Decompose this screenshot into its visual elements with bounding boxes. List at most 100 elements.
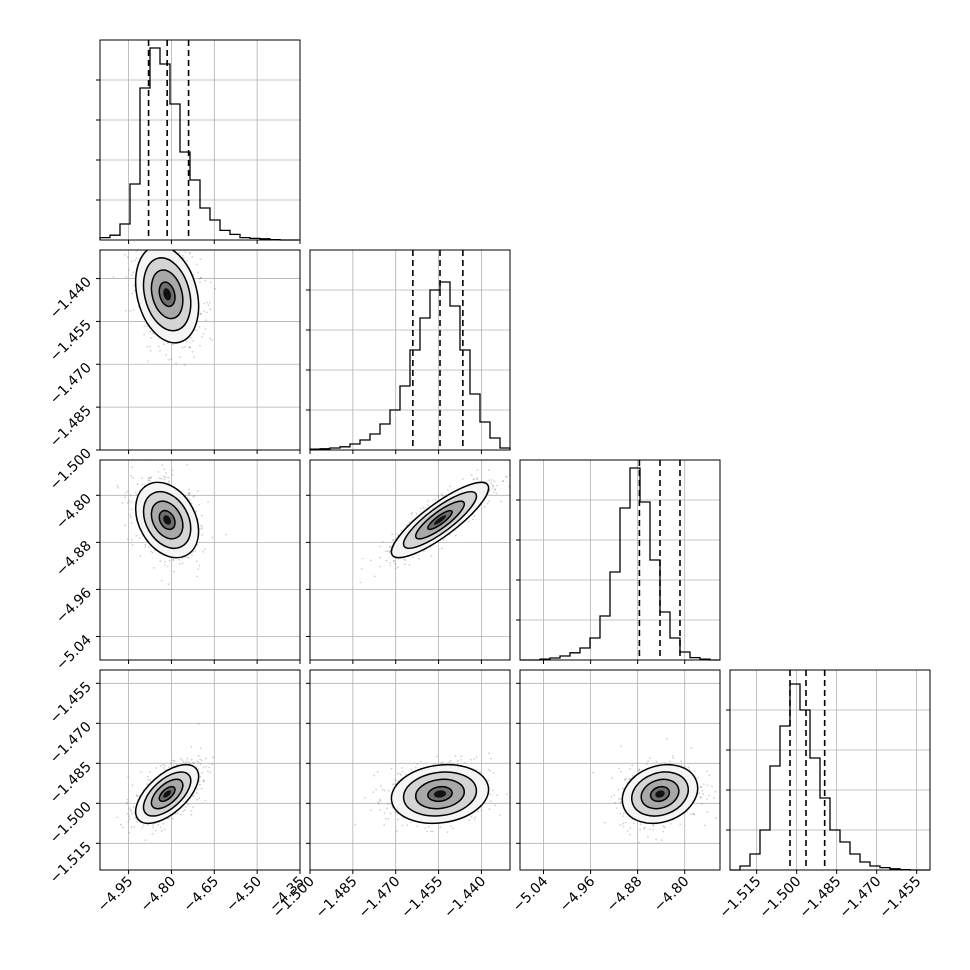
sample-point — [130, 475, 133, 477]
hist-panel-3 — [726, 669, 931, 874]
panel-frame — [99, 249, 301, 451]
sample-point — [359, 581, 362, 584]
sample-point — [185, 760, 188, 763]
sample-point — [142, 238, 144, 240]
sample-point — [454, 534, 457, 537]
sample-point — [116, 484, 119, 487]
sample-point — [643, 827, 645, 830]
sample-point — [160, 830, 163, 832]
y-tick-label: −1.485 — [47, 403, 95, 451]
sample-point — [136, 794, 138, 797]
sample-point — [369, 559, 372, 562]
sample-point — [192, 806, 194, 809]
sample-point — [360, 568, 363, 570]
sample-point — [194, 510, 197, 513]
sample-point — [202, 780, 205, 783]
sample-point — [401, 770, 404, 773]
sample-point — [151, 241, 153, 243]
sample-point — [191, 256, 194, 258]
sample-point — [166, 565, 169, 568]
sample-point — [186, 757, 189, 760]
sample-point — [619, 812, 622, 815]
sample-point — [499, 500, 502, 503]
sample-point — [701, 789, 704, 792]
sample-point — [154, 237, 156, 239]
sample-point — [164, 564, 167, 567]
sample-point — [191, 350, 194, 353]
sample-point — [664, 762, 666, 764]
sample-point — [620, 745, 622, 748]
sample-point — [408, 563, 411, 566]
sample-point — [204, 279, 206, 282]
sample-point — [152, 248, 154, 250]
sample-point — [182, 810, 185, 813]
sample-point — [660, 839, 663, 841]
density-core — [163, 515, 172, 525]
sample-point — [618, 798, 620, 800]
sample-point — [175, 763, 178, 766]
sample-point — [176, 812, 179, 815]
sample-point — [401, 824, 404, 827]
sample-point — [134, 259, 136, 262]
sample-point — [181, 557, 184, 560]
joint-panel-2-1 — [306, 459, 511, 664]
sample-point — [426, 830, 428, 833]
sample-point — [468, 819, 470, 822]
sample-point — [619, 801, 622, 804]
panel-frame — [99, 459, 301, 661]
sample-point — [127, 538, 129, 541]
sample-point — [403, 558, 405, 561]
sample-point — [715, 817, 717, 819]
sample-point — [489, 770, 492, 772]
sample-point — [683, 765, 686, 768]
x-tick-label: −1.455 — [877, 874, 925, 922]
sample-point — [388, 550, 391, 552]
sample-point — [361, 557, 364, 560]
sample-point — [117, 487, 119, 489]
sample-point — [441, 492, 443, 495]
sample-point — [135, 491, 137, 494]
sample-point — [197, 762, 200, 764]
contour-line — [142, 491, 192, 549]
sample-point — [168, 559, 171, 562]
sample-point — [489, 800, 492, 803]
x-tick-label: −4.80 — [138, 874, 180, 916]
sample-point — [416, 762, 419, 765]
sample-point — [124, 524, 126, 527]
sample-point — [190, 758, 193, 761]
sample-point — [713, 797, 715, 799]
sample-point — [196, 490, 199, 493]
sample-point — [159, 560, 162, 563]
sample-point — [185, 243, 187, 245]
sample-point — [512, 791, 514, 793]
joint-panel-3-0 — [96, 669, 301, 874]
sample-point — [149, 330, 152, 333]
sample-point — [208, 766, 211, 769]
sample-point — [490, 479, 493, 481]
sample-point — [167, 583, 170, 586]
sample-point — [392, 560, 395, 563]
contour-line — [390, 481, 490, 559]
sample-point — [192, 761, 195, 764]
sample-point — [165, 354, 168, 356]
sample-point — [622, 825, 625, 828]
sample-point — [603, 821, 606, 824]
sample-point — [208, 302, 211, 304]
sample-point — [708, 774, 711, 777]
sample-point — [135, 257, 138, 260]
sample-point — [670, 823, 672, 825]
sample-point — [638, 768, 641, 771]
sample-point — [152, 824, 154, 827]
sample-point — [131, 292, 134, 295]
sample-point — [116, 816, 119, 819]
sample-point — [121, 236, 123, 238]
sample-point — [196, 798, 198, 801]
sample-point — [150, 550, 153, 553]
sample-point — [629, 833, 632, 836]
sample-point — [186, 341, 188, 343]
sample-point — [385, 559, 388, 562]
sample-point — [170, 763, 172, 765]
sample-point — [161, 242, 163, 244]
sample-point — [131, 544, 134, 546]
sample-point — [159, 826, 162, 829]
